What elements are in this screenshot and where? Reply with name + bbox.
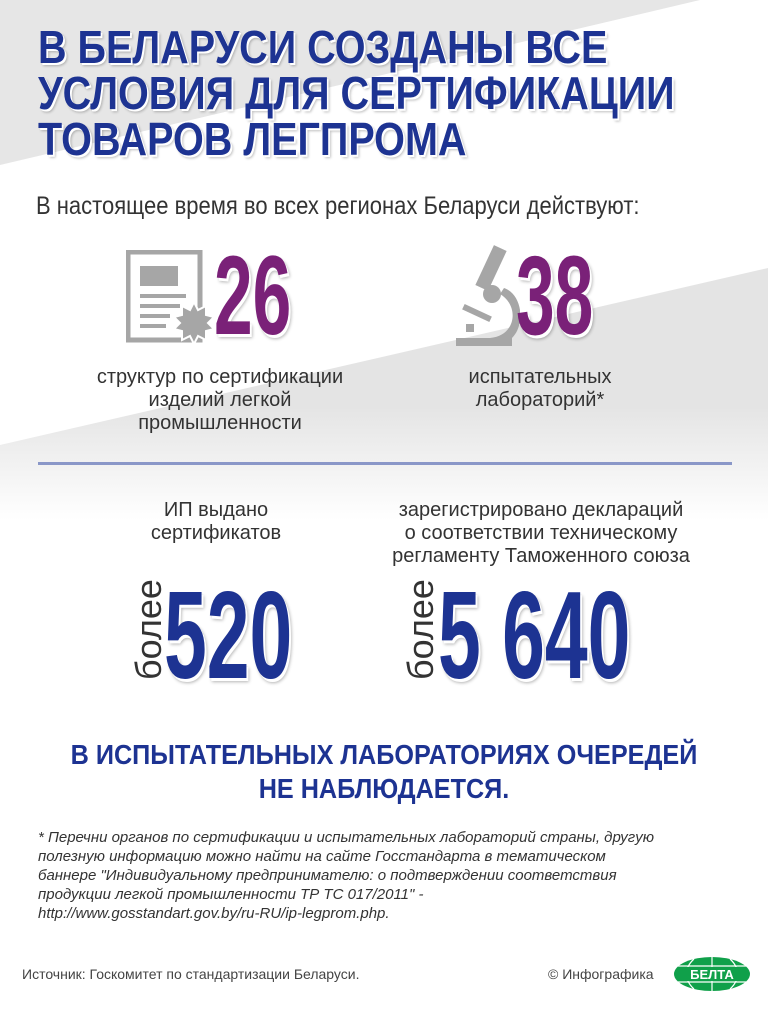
footnote: * Перечни органов по сертификации и испы… [38, 828, 738, 923]
subtitle: В настоящее время во всех регионах Белар… [36, 192, 640, 220]
stat-caption-certificates: ИП выдано сертификатов [150, 499, 282, 544]
svg-text:БЕЛТА: БЕЛТА [690, 967, 734, 982]
credit: © Инфографика [548, 966, 654, 982]
stat-caption-labs: испытательных лабораторий* [468, 366, 612, 411]
conclusion: В ИСПЫТАТЕЛЬНЫХ ЛАБОРАТОРИЯХ ОЧЕРЕДЕЙ НЕ… [70, 739, 698, 804]
divider [38, 462, 732, 465]
stat-caption-structures: структур по сертификации изделий легкой … [96, 366, 344, 434]
gosstandart-link[interactable]: http://www.gosstandart.gov.by/ru-RU/ip-l… [38, 905, 390, 922]
stat-value-structures: 26 [214, 233, 292, 358]
source: Источник: Госкомитет по стандартизации Б… [22, 966, 360, 982]
stat-value-declarations: 5 640 [438, 567, 631, 705]
prefix-more: более [400, 579, 441, 680]
belta-logo: БЕЛТА [674, 957, 750, 991]
stat-caption-declarations: зарегистрировано деклараций о соответств… [392, 499, 690, 567]
stat-value-labs: 38 [516, 233, 594, 358]
microscope-icon [456, 245, 520, 346]
certificate-icon [126, 250, 216, 346]
stat-value-certificates: 520 [164, 567, 293, 705]
page-title: В БЕЛАРУСИ СОЗДАНЫ ВСЕ УСЛОВИЯ ДЛЯ СЕРТИ… [38, 21, 675, 165]
